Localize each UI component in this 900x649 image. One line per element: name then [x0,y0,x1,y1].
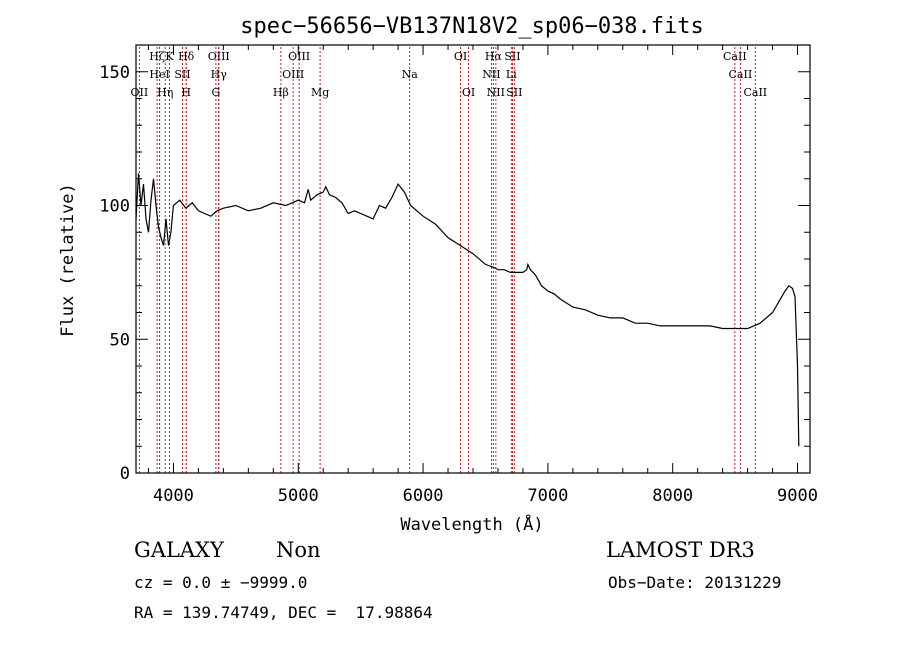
object-class: GALAXY [134,538,224,562]
plot-frame [135,44,811,474]
emission-line-labels: OII Hζ HeI Hη K H SII Hδ G Hγ OIII Hβ OIII OIII Mg Na OI… [131,50,768,99]
y-tick-label: 50 [110,330,130,350]
line-label: Hγ [211,68,228,81]
line-label: K [165,50,174,63]
obs-date-text: Obs−Date: 20131229 [608,573,782,592]
survey-name: LAMOST DR3 [606,538,755,562]
x-axis-label: Wavelength (Å) [400,513,543,535]
line-label: Hζ [149,50,165,63]
coordinates-text: RA = 139.74749, DEC = 17.98864 [134,603,433,622]
x-tick-label: 8000 [652,486,693,506]
line-label: OI [462,86,475,99]
line-label: Mg [311,86,329,99]
line-label: OIII [208,50,230,63]
emission-line-markers [138,47,756,473]
y-tick-label: 100 [99,197,130,217]
line-label: SII [506,86,522,99]
line-label: Hβ [273,86,289,99]
line-label: SII [174,68,190,81]
line-label: Hα [485,50,503,63]
redshift-text: cz = 0.0 ± −9999.0 [134,573,308,592]
line-label: Li [506,68,517,81]
line-label: CaII [743,86,767,99]
line-label: Hη [157,86,173,99]
chart-title: spec−56656−VB137N18V2_sp06−038.fits [240,14,704,39]
y-tick-label: 150 [99,63,130,83]
y-axis-ticks: 0 50 100 150 [99,44,810,484]
x-tick-label: 4000 [153,486,194,506]
x-tick-label: 6000 [403,486,444,506]
line-label: CaII [729,68,753,81]
line-label: Na [402,68,419,81]
line-label: SII [504,50,520,63]
line-label: CaII [723,50,747,63]
object-subclass: Non [276,538,321,562]
line-label: H [181,86,191,99]
line-label: NII [482,68,500,81]
x-tick-label: 7000 [527,486,568,506]
line-label: HeI [149,68,169,81]
line-label: OIII [282,68,304,81]
line-label: Hδ [178,50,195,63]
y-axis-label: Flux (relative) [58,183,78,337]
x-tick-label: 5000 [278,486,319,506]
x-axis-ticks: 4000 5000 6000 7000 8000 9000 [147,45,818,506]
line-label: G [211,86,220,99]
line-label: NII [487,86,505,99]
line-label: OII [131,86,149,99]
spectrum-series-line [135,173,800,447]
line-label: OIII [288,50,310,63]
x-tick-label: 9000 [777,486,818,506]
line-label: OI [454,50,467,63]
y-tick-label: 0 [120,464,130,484]
